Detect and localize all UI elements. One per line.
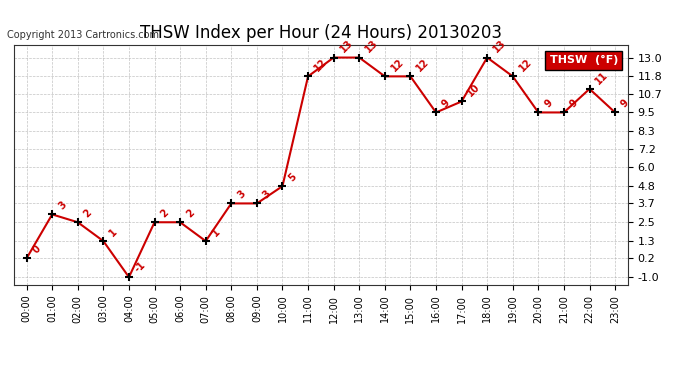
Text: 2: 2 [82,208,94,219]
Text: 10: 10 [466,82,482,99]
Text: Copyright 2013 Cartronics.com: Copyright 2013 Cartronics.com [7,30,159,40]
Text: 12: 12 [312,57,329,74]
Text: -1: -1 [133,260,148,274]
Text: 12: 12 [415,57,431,74]
Legend: THSW  (°F): THSW (°F) [545,51,622,69]
Text: 12: 12 [389,57,406,74]
Text: 3: 3 [235,189,247,201]
Text: 2: 2 [159,208,170,219]
Text: 9: 9 [440,98,452,109]
Text: 11: 11 [593,69,610,86]
Text: 13: 13 [491,38,508,55]
Text: 5: 5 [286,171,299,183]
Text: 13: 13 [364,38,380,55]
Text: 0: 0 [31,244,43,255]
Text: 9: 9 [568,98,580,109]
Text: 3: 3 [57,200,68,211]
Text: 9: 9 [542,98,554,109]
Text: 9: 9 [619,98,631,109]
Text: 1: 1 [108,226,119,238]
Text: 3: 3 [261,189,273,201]
Text: 13: 13 [338,38,355,55]
Title: THSW Index per Hour (24 Hours) 20130203: THSW Index per Hour (24 Hours) 20130203 [140,24,502,42]
Text: 1: 1 [210,226,221,238]
Text: 2: 2 [184,208,196,219]
Text: 12: 12 [517,57,533,74]
